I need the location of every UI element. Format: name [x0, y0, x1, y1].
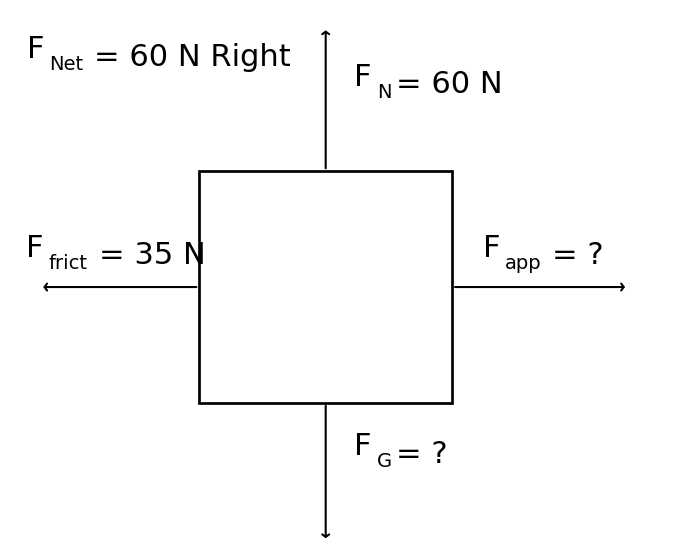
Text: = 60 N Right: = 60 N Right	[94, 43, 290, 72]
Text: frict: frict	[48, 253, 87, 273]
Text: = ?: = ?	[396, 440, 448, 469]
Text: app: app	[505, 253, 542, 273]
Text: F: F	[354, 62, 372, 92]
Text: F: F	[27, 35, 45, 64]
Text: F: F	[483, 233, 500, 263]
Text: N: N	[377, 82, 392, 102]
Text: G: G	[377, 452, 392, 471]
Text: = 60 N: = 60 N	[396, 70, 502, 99]
Text: F: F	[26, 233, 43, 263]
Text: = ?: = ?	[552, 241, 604, 270]
Bar	[199, 171, 452, 403]
Text: Net: Net	[49, 55, 84, 74]
Text: = 35 N: = 35 N	[99, 241, 205, 270]
Text: F: F	[354, 432, 372, 461]
